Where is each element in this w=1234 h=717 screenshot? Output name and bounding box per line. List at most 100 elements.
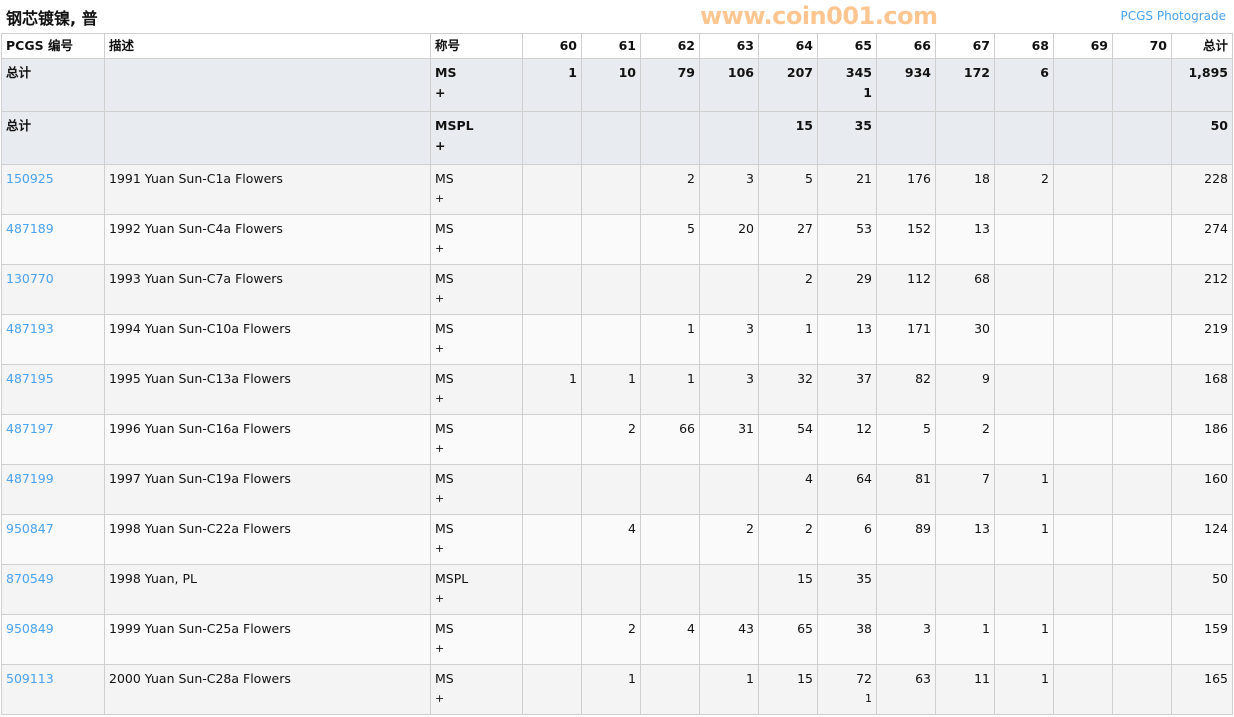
grade-67-cell[interactable]: 172 (935, 58, 995, 112)
grade-65-cell[interactable]: 12 (817, 414, 877, 465)
grade-63-cell[interactable]: 2 (699, 514, 759, 565)
grade-64-cell[interactable]: 5 (758, 164, 818, 215)
pcgs-number-link[interactable]: 130770 (6, 271, 54, 286)
pcgs-number-link[interactable]: 950847 (6, 521, 54, 536)
pcgs-number-link[interactable]: 487193 (6, 321, 54, 336)
grade-66-cell[interactable]: 63 (876, 664, 936, 715)
grade-67-cell[interactable]: 2 (935, 414, 995, 465)
grade-65-cell[interactable]: 64 (817, 464, 877, 515)
grade-64-cell[interactable]: 15 (758, 111, 818, 165)
grade-65-cell[interactable]: 13 (817, 314, 877, 365)
header-designation[interactable]: 称号 (430, 33, 523, 59)
header-description[interactable]: 描述 (104, 33, 431, 59)
grade-66-cell[interactable]: 171 (876, 314, 936, 365)
header-grade-70[interactable]: 70 (1112, 33, 1172, 59)
header-grade-64[interactable]: 64 (758, 33, 818, 59)
grade-62-cell[interactable]: 79 (640, 58, 700, 112)
header-grade-60[interactable]: 60 (522, 33, 582, 59)
grade-62-cell[interactable]: 1 (640, 364, 700, 415)
grade-68-cell[interactable]: 1 (994, 464, 1054, 515)
grade-65-cell[interactable]: 29 (817, 264, 877, 315)
header-grade-69[interactable]: 69 (1053, 33, 1113, 59)
pcgs-number-link[interactable]: 487195 (6, 371, 54, 386)
grade-64-cell[interactable]: 65 (758, 614, 818, 665)
grade-66-cell[interactable]: 152 (876, 214, 936, 265)
pcgs-number-link[interactable]: 487199 (6, 471, 54, 486)
grade-66-cell[interactable]: 112 (876, 264, 936, 315)
grade-64-cell[interactable]: 2 (758, 264, 818, 315)
grade-61-cell[interactable]: 2 (581, 614, 641, 665)
grade-63-cell[interactable]: 3 (699, 364, 759, 415)
pcgs-photograde-link[interactable]: PCGS Photograde (1120, 9, 1226, 23)
grade-68-cell[interactable]: 1 (994, 514, 1054, 565)
grade-67-cell[interactable]: 7 (935, 464, 995, 515)
grade-67-cell[interactable]: 18 (935, 164, 995, 215)
header-grade-63[interactable]: 63 (699, 33, 759, 59)
header-grade-67[interactable]: 67 (935, 33, 995, 59)
grade-64-cell[interactable]: 54 (758, 414, 818, 465)
grade-67-cell[interactable]: 1 (935, 614, 995, 665)
grade-63-cell[interactable]: 1 (699, 664, 759, 715)
grade-66-cell[interactable]: 5 (876, 414, 936, 465)
grade-64-cell[interactable]: 2 (758, 514, 818, 565)
grade-64-cell[interactable]: 27 (758, 214, 818, 265)
grade-61-cell[interactable]: 1 (581, 664, 641, 715)
grade-64-cell[interactable]: 32 (758, 364, 818, 415)
pcgs-number-cell[interactable]: 950847 (1, 514, 105, 565)
pcgs-number-link[interactable]: 509113 (6, 671, 54, 686)
grade-67-cell[interactable]: 30 (935, 314, 995, 365)
grade-64-cell[interactable]: 15 (758, 564, 818, 615)
grade-61-cell[interactable]: 2 (581, 414, 641, 465)
grade-67-cell[interactable]: 13 (935, 214, 995, 265)
grade-68-cell[interactable]: 1 (994, 664, 1054, 715)
grade-66-cell[interactable]: 176 (876, 164, 936, 215)
grade-62-cell[interactable]: 1 (640, 314, 700, 365)
grade-66-cell[interactable]: 89 (876, 514, 936, 565)
header-total[interactable]: 总计 (1171, 33, 1233, 59)
grade-63-cell[interactable]: 3 (699, 164, 759, 215)
grade-63-cell[interactable]: 3 (699, 314, 759, 365)
grade-62-cell[interactable]: 4 (640, 614, 700, 665)
grade-64-cell[interactable]: 207 (758, 58, 818, 112)
pcgs-number-cell[interactable]: 870549 (1, 564, 105, 615)
pcgs-number-cell[interactable]: 150925 (1, 164, 105, 215)
grade-68-cell[interactable]: 1 (994, 614, 1054, 665)
grade-65-cell[interactable]: 38 (817, 614, 877, 665)
pcgs-number-cell[interactable]: 487189 (1, 214, 105, 265)
pcgs-number-link[interactable]: 870549 (6, 571, 54, 586)
grade-68-cell[interactable]: 2 (994, 164, 1054, 215)
grade-68-cell[interactable]: 6 (994, 58, 1054, 112)
grade-66-cell[interactable]: 81 (876, 464, 936, 515)
grade-65-cell[interactable]: 37 (817, 364, 877, 415)
grade-64-cell[interactable]: 15 (758, 664, 818, 715)
grade-64-cell[interactable]: 4 (758, 464, 818, 515)
pcgs-number-cell[interactable]: 487193 (1, 314, 105, 365)
grade-62-cell[interactable]: 66 (640, 414, 700, 465)
pcgs-number-cell[interactable]: 487197 (1, 414, 105, 465)
pcgs-number-link[interactable]: 950849 (6, 621, 54, 636)
grade-67-cell[interactable]: 11 (935, 664, 995, 715)
pcgs-number-cell[interactable]: 487199 (1, 464, 105, 515)
grade-63-cell[interactable]: 106 (699, 58, 759, 112)
grade-65-cell[interactable]: 72 1 (817, 664, 877, 715)
grade-62-cell[interactable]: 2 (640, 164, 700, 215)
grade-60-cell[interactable]: 1 (522, 364, 582, 415)
header-grade-62[interactable]: 62 (640, 33, 700, 59)
pcgs-number-cell[interactable]: 509113 (1, 664, 105, 715)
pcgs-number-link[interactable]: 487189 (6, 221, 54, 236)
grade-61-cell[interactable]: 1 (581, 364, 641, 415)
grade-67-cell[interactable]: 13 (935, 514, 995, 565)
grade-63-cell[interactable]: 20 (699, 214, 759, 265)
grade-67-cell[interactable]: 9 (935, 364, 995, 415)
header-grade-66[interactable]: 66 (876, 33, 936, 59)
grade-61-cell[interactable]: 4 (581, 514, 641, 565)
pcgs-number-cell[interactable]: 130770 (1, 264, 105, 315)
grade-66-cell[interactable]: 82 (876, 364, 936, 415)
grade-63-cell[interactable]: 43 (699, 614, 759, 665)
grade-65-cell[interactable]: 35 (817, 564, 877, 615)
header-grade-68[interactable]: 68 (994, 33, 1054, 59)
pcgs-number-cell[interactable]: 950849 (1, 614, 105, 665)
grade-65-cell[interactable]: 21 (817, 164, 877, 215)
grade-65-cell[interactable]: 53 (817, 214, 877, 265)
grade-66-cell[interactable]: 934 (876, 58, 936, 112)
